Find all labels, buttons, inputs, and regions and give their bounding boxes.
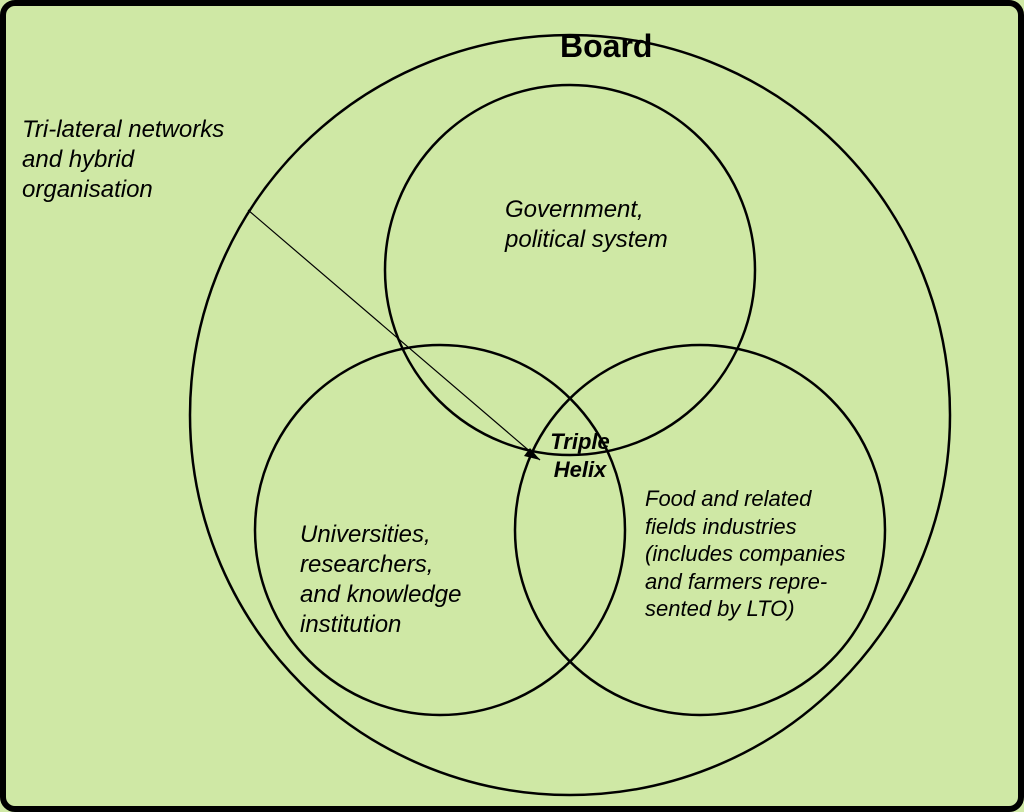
government-label: Government, political system	[505, 195, 735, 255]
board-title: Board	[560, 26, 652, 66]
diagram-canvas: Board Tri-lateral networks and hybrid or…	[0, 0, 1024, 812]
triple-helix-label: Triple Helix	[540, 428, 620, 483]
universities-label: Universities, researchers, and knowledge…	[300, 520, 530, 640]
industry-label: Food and related fields industries (incl…	[645, 485, 885, 623]
annotation-label: Tri-lateral networks and hybrid organisa…	[22, 115, 302, 205]
